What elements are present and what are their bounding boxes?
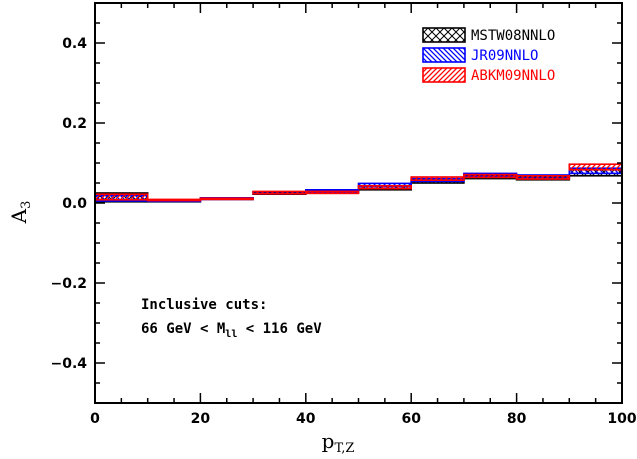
annotation-line2: 66 GeV < Mll < 116 GeV <box>141 321 322 340</box>
x-axis-label-sub: T,Z <box>334 441 354 456</box>
annotation-line2-prefix: 66 GeV < M <box>141 321 225 337</box>
y-tick-label: 0.4 <box>62 36 87 52</box>
band-bin-8 <box>515 175 571 180</box>
legend: MSTW08NNLO JR09NNLO ABKM09NNLO <box>422 27 555 84</box>
legend-label: MSTW08NNLO <box>471 28 555 44</box>
plot-frame <box>94 2 623 404</box>
band-bin-3 <box>252 190 307 195</box>
legend-swatch <box>422 47 466 63</box>
y-tick-label: −0.4 <box>50 356 87 372</box>
legend-entry-abkm09nnlo: ABKM09NNLO <box>422 67 555 84</box>
annotation-line1: Inclusive cuts: <box>141 297 267 313</box>
axes <box>94 2 623 404</box>
cuts-annotation: Inclusive cuts: 66 GeV < Mll < 116 GeV <box>141 297 322 340</box>
x-tick-label: 0 <box>90 411 100 427</box>
series-jr09nnlo <box>94 167 623 203</box>
svg-text:A3: A3 <box>7 201 34 225</box>
data-bands <box>94 163 623 203</box>
x-tick-label: 40 <box>296 411 316 427</box>
x-tick-label: 60 <box>401 411 421 427</box>
y-tick-label: −0.2 <box>50 276 87 292</box>
band-bin-0 <box>94 193 149 201</box>
band-bin-2 <box>199 197 254 201</box>
legend-swatch <box>422 27 466 43</box>
legend-label: JR09NNLO <box>471 48 538 64</box>
legend-entry-jr09nnlo: JR09NNLO <box>422 47 538 64</box>
x-tick-label: 100 <box>607 411 636 427</box>
legend-label: ABKM09NNLO <box>471 68 555 84</box>
y-axis-title: A3 <box>7 201 34 225</box>
annotation-line2-suffix: < 116 GeV <box>237 321 322 337</box>
band-bin-7 <box>463 173 518 179</box>
y-axis-label-sub: 3 <box>19 201 34 209</box>
band-bin-1 <box>146 198 202 202</box>
x-tick-label: 20 <box>191 411 211 427</box>
tick-labels: 0 20 40 60 80 100 −0.4 −0.2 0.0 0.2 0.4 <box>50 36 636 427</box>
svg-text:pT,Z: pT,Z <box>322 429 355 456</box>
x-axis-label-main: p <box>322 429 335 453</box>
y-tick-label: 0.2 <box>62 116 87 132</box>
legend-entry-mstw08nnlo: MSTW08NNLO <box>422 27 555 44</box>
annotation-line2-sub: ll <box>225 329 237 340</box>
y-tick-label: 0.0 <box>62 196 87 212</box>
band-bin-6 <box>410 176 465 181</box>
y-axis-label-main: A <box>7 208 31 224</box>
series-abkm09nnlo <box>94 163 623 202</box>
x-axis-title: pT,Z <box>322 429 355 456</box>
x-tick-label: 80 <box>507 411 527 427</box>
band-bin-9 <box>568 163 623 171</box>
band-bin-5 <box>357 185 413 190</box>
legend-swatch <box>422 67 466 83</box>
band-bin-4 <box>304 190 360 195</box>
